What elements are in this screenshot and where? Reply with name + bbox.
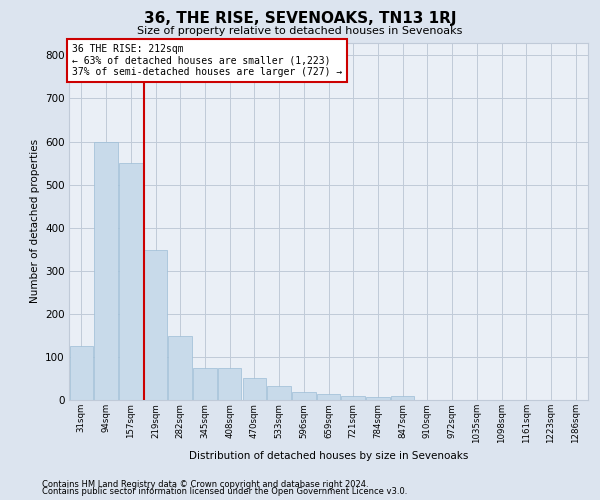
Y-axis label: Number of detached properties: Number of detached properties [29,139,40,304]
Bar [242,378,266,400]
X-axis label: Distribution of detached houses by size in Sevenoaks: Distribution of detached houses by size … [189,452,468,462]
Bar [268,386,291,400]
Bar [366,397,389,400]
Bar [218,368,241,400]
Bar [119,163,143,400]
Text: Contains HM Land Registry data © Crown copyright and database right 2024.: Contains HM Land Registry data © Crown c… [42,480,368,489]
Bar [193,368,217,400]
Bar [317,394,340,400]
Bar [144,250,167,400]
Bar [169,336,192,400]
Bar [94,142,118,400]
Text: Contains public sector information licensed under the Open Government Licence v3: Contains public sector information licen… [42,487,407,496]
Text: 36 THE RISE: 212sqm
← 63% of detached houses are smaller (1,223)
37% of semi-det: 36 THE RISE: 212sqm ← 63% of detached ho… [71,44,342,78]
Text: 36, THE RISE, SEVENOAKS, TN13 1RJ: 36, THE RISE, SEVENOAKS, TN13 1RJ [144,11,456,26]
Bar [341,396,365,400]
Bar [70,346,93,400]
Bar [391,396,415,400]
Text: Size of property relative to detached houses in Sevenoaks: Size of property relative to detached ho… [137,26,463,36]
Bar [292,392,316,400]
